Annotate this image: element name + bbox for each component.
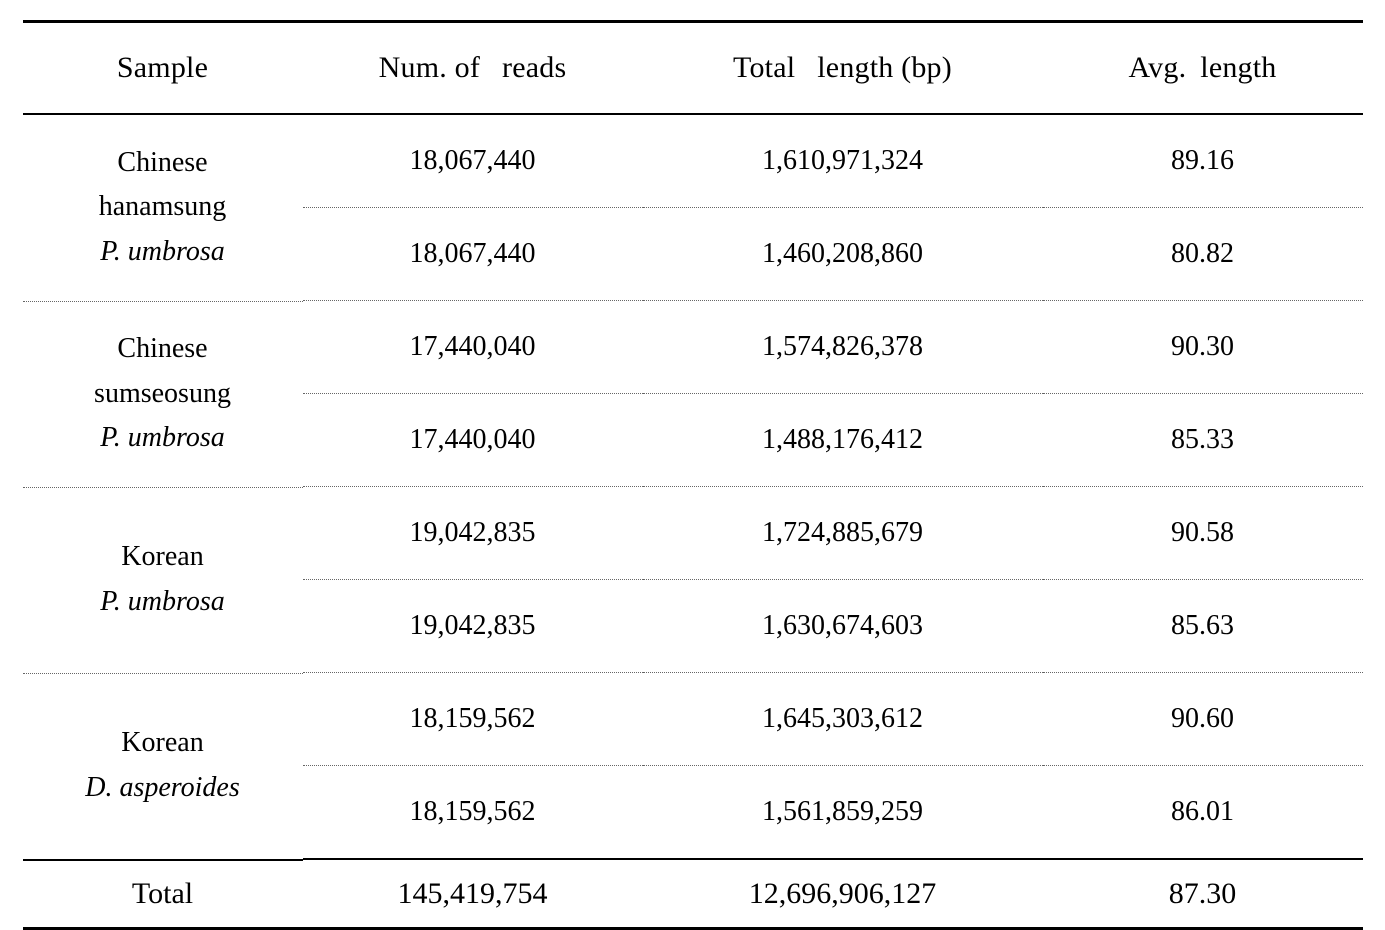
col-sample-label: Sample: [117, 51, 208, 84]
cell-avg: 90.58: [1043, 487, 1363, 580]
total-label: Total: [23, 860, 303, 929]
col-reads: Num. of reads: [303, 22, 643, 115]
col-reads-b: reads: [502, 51, 566, 84]
total-total-length: 12,696,906,127: [643, 860, 1043, 929]
table-header-row: Sample Num. of reads Total length (bp) Avg…: [23, 22, 1363, 115]
sample-line: Chinese: [117, 333, 207, 364]
cell-avg: 85.33: [1043, 394, 1363, 487]
table-row: Chinese hanamsung P. umbrosa 18,067,440 …: [23, 114, 1363, 208]
cell-total-length: 1,488,176,412: [643, 394, 1043, 487]
table-row: Korean D. asperoides 18,159,562 1,645,30…: [23, 673, 1363, 766]
sample-label: Chinese hanamsung P. umbrosa: [23, 114, 303, 301]
total-row: Total 145,419,754 12,696,906,127 87.30: [23, 860, 1363, 929]
cell-reads: 18,067,440: [303, 114, 643, 208]
col-sample: Sample: [23, 22, 303, 115]
sample-label: Chinese sumseosung P. umbrosa: [23, 301, 303, 487]
sample-line: Korean: [121, 541, 203, 572]
cell-reads: 17,440,040: [303, 394, 643, 487]
col-avg-a: Avg.: [1129, 51, 1187, 84]
cell-total-length: 1,610,971,324: [643, 114, 1043, 208]
col-length-b: length (bp): [817, 51, 952, 84]
cell-avg: 90.30: [1043, 301, 1363, 394]
cell-reads: 18,067,440: [303, 208, 643, 301]
cell-avg: 90.60: [1043, 673, 1363, 766]
cell-reads: 18,159,562: [303, 673, 643, 766]
sample-line: hanamsung: [99, 191, 227, 222]
total-avg: 87.30: [1043, 860, 1363, 929]
cell-total-length: 1,630,674,603: [643, 580, 1043, 673]
sample-line: Korean: [121, 727, 203, 758]
cell-total-length: 1,645,303,612: [643, 673, 1043, 766]
cell-avg: 80.82: [1043, 208, 1363, 301]
sample-species: P. umbrosa: [100, 422, 224, 453]
cell-total-length: 1,724,885,679: [643, 487, 1043, 580]
total-reads: 145,419,754: [303, 860, 643, 929]
col-total-length: Total length (bp): [643, 22, 1043, 115]
sample-label: Korean P. umbrosa: [23, 487, 303, 673]
table-row: Chinese sumseosung P. umbrosa 17,440,040…: [23, 301, 1363, 394]
sample-label: Korean D. asperoides: [23, 673, 303, 859]
col-length-a: Total: [733, 51, 795, 84]
sample-line: sumseosung: [94, 378, 231, 409]
sample-species: D. asperoides: [85, 772, 240, 803]
cell-total-length: 1,561,859,259: [643, 766, 1043, 860]
col-avg-b: length: [1200, 51, 1276, 84]
cell-reads: 19,042,835: [303, 487, 643, 580]
cell-total-length: 1,460,208,860: [643, 208, 1043, 301]
cell-total-length: 1,574,826,378: [643, 301, 1043, 394]
sample-line: Chinese: [117, 147, 207, 178]
cell-avg: 89.16: [1043, 114, 1363, 208]
col-reads-a: Num. of: [379, 51, 480, 84]
cell-avg: 86.01: [1043, 766, 1363, 860]
sample-species: P. umbrosa: [100, 236, 224, 267]
col-avg-length: Avg. length: [1043, 22, 1363, 115]
table-row: Korean P. umbrosa 19,042,835 1,724,885,6…: [23, 487, 1363, 580]
cell-avg: 85.63: [1043, 580, 1363, 673]
cell-reads: 18,159,562: [303, 766, 643, 860]
cell-reads: 19,042,835: [303, 580, 643, 673]
cell-reads: 17,440,040: [303, 301, 643, 394]
sample-species: P. umbrosa: [100, 586, 224, 617]
sequencing-summary-table: Sample Num. of reads Total length (bp) Avg…: [23, 20, 1363, 930]
